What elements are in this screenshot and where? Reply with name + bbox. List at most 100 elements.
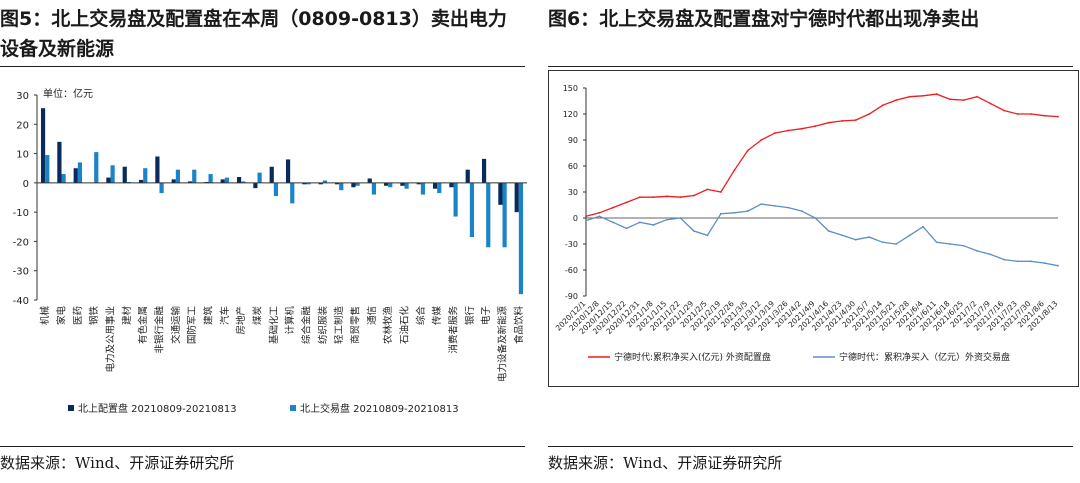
trade-point (719, 212, 722, 215)
config-point (827, 121, 830, 124)
config-bar (236, 177, 242, 183)
config-bar (432, 182, 438, 189)
config-point (922, 94, 925, 97)
trade-bar (159, 182, 164, 194)
category-label: 通信 (366, 306, 378, 325)
category-label: 计算机 (284, 306, 296, 335)
trade-point (962, 244, 965, 247)
config-point (1057, 115, 1059, 118)
config-bar (334, 182, 340, 185)
unit-label: 单位：亿元 (43, 87, 93, 100)
config-bar (171, 179, 176, 183)
category-label: 电子 (480, 306, 492, 326)
config-bar (155, 156, 160, 183)
category-label: 食品饮料 (513, 306, 525, 345)
trade-point (598, 215, 601, 218)
config-point (666, 195, 668, 198)
trade-bar (45, 155, 50, 183)
category-label: 房地产 (235, 306, 247, 335)
category-label: 电力设备及新能源 (497, 306, 509, 383)
y-tick-label: 0 (23, 179, 29, 190)
trade-point (841, 234, 844, 237)
right-figure: 图6：北上交易盘及配置盘对宁德时代都出现净卖出 150 120 90 60 30 0 -30… (548, 0, 1080, 483)
trade-bar (208, 174, 213, 183)
trade-series-line (585, 203, 1059, 267)
trade-point (612, 221, 614, 224)
trade-point (746, 210, 749, 212)
config-bar (367, 178, 372, 183)
y-tick-label: 120 (563, 110, 578, 119)
config-point (908, 95, 911, 98)
category-label: 交通运输 (170, 306, 182, 345)
trade-point (625, 227, 628, 230)
config-point (976, 95, 978, 98)
trade-bar (61, 174, 66, 183)
config-bar (73, 168, 78, 183)
config-point (800, 127, 803, 130)
trade-point (692, 230, 695, 232)
trade-bar (437, 182, 442, 194)
trade-point (706, 234, 709, 237)
category-label: 商贸零售 (350, 306, 362, 344)
config-bar (220, 179, 225, 183)
trade-point (854, 238, 857, 241)
trade-point (666, 218, 668, 221)
trade-point (814, 217, 817, 219)
trade-bar (224, 177, 230, 183)
config-point (585, 215, 587, 218)
trade-point (760, 203, 763, 206)
category-label: 家电 (56, 306, 68, 326)
y-tick-label: -30 (565, 240, 578, 249)
trade-point (1057, 264, 1059, 267)
config-point (989, 102, 992, 105)
trade-point (1003, 258, 1005, 261)
trade-bar (110, 165, 115, 183)
trade-point (639, 221, 641, 224)
config-point (935, 93, 938, 95)
y-tick-label: -20 (13, 237, 29, 248)
trade-point (1043, 262, 1046, 264)
y-tick-label: -90 (565, 292, 578, 301)
config-bar (122, 166, 127, 183)
trade-bar (241, 181, 246, 183)
config-point (692, 194, 695, 197)
trade-bar (257, 172, 262, 183)
category-label: 轻工制造 (333, 306, 345, 345)
category-label: 建筑 (203, 306, 215, 326)
right-line-chart: 1501209060300-30-60-902020/12/12020/12/8… (548, 70, 1079, 387)
config-bar (383, 182, 389, 186)
config-point (652, 196, 655, 199)
config-point (1016, 113, 1019, 115)
trade-point (922, 225, 925, 228)
config-point (773, 132, 776, 134)
y-tick-label: -40 (13, 296, 29, 307)
config-bar (57, 141, 62, 183)
left-source-rule (0, 446, 525, 447)
right-figure-title: 图6：北上交易盘及配置盘对宁德时代都出现净卖出 (548, 8, 980, 30)
trade-bar (339, 182, 344, 191)
trade-point (895, 243, 898, 245)
trade-point (800, 210, 803, 212)
category-label: 汽车 (219, 306, 231, 325)
y-tick-label: 150 (563, 84, 578, 93)
config-point (719, 191, 722, 193)
right-source-note: 数据来源：Wind、开源证券研究所 (548, 454, 783, 472)
trade-point (976, 250, 978, 252)
config-series-line (585, 93, 1059, 217)
category-label: 煤炭 (252, 306, 264, 326)
y-tick-label: -30 (13, 267, 29, 278)
trade-bar (290, 182, 295, 204)
config-bar (269, 166, 274, 183)
y-tick-label: 30 (16, 91, 29, 102)
y-tick-label: 10 (16, 150, 29, 161)
trade-point (733, 211, 736, 214)
config-point (949, 98, 952, 101)
config-point (814, 125, 817, 128)
trade-point (989, 253, 992, 256)
config-point (787, 129, 790, 132)
config-point (733, 169, 736, 172)
y-tick-label: 60 (568, 162, 578, 171)
config-point (706, 188, 709, 191)
config-point (639, 196, 641, 199)
trade-point (1030, 260, 1032, 263)
